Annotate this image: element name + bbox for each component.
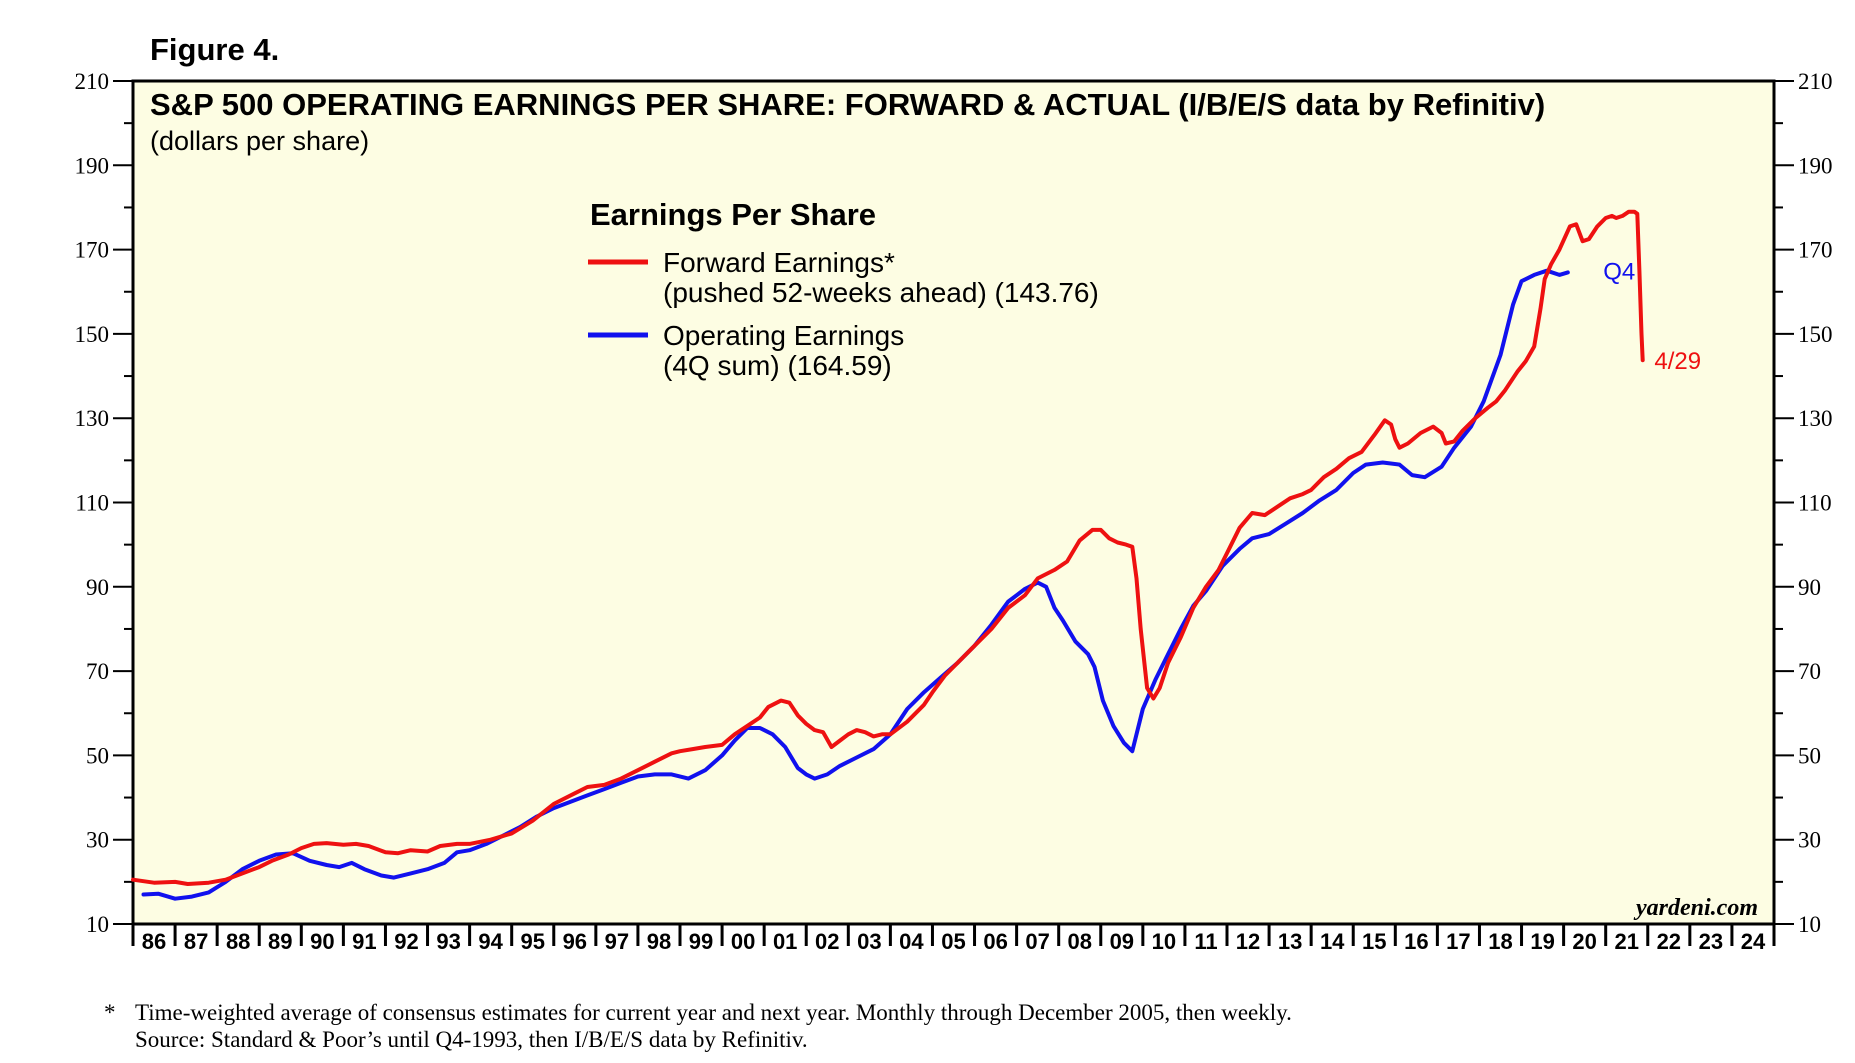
x-tick-label-12: 12 xyxy=(1236,929,1260,954)
footnote-line-1: Time-weighted average of consensus estim… xyxy=(135,1000,1292,1025)
y-tick-label-right-210: 210 xyxy=(1798,69,1833,94)
x-tick-label-02: 02 xyxy=(815,929,839,954)
legend-title: Earnings Per Share xyxy=(590,197,876,232)
x-tick-label-95: 95 xyxy=(520,929,544,954)
x-tick-label-13: 13 xyxy=(1278,929,1302,954)
brand-watermark: yardeni.com xyxy=(1633,895,1758,921)
x-tick-label-92: 92 xyxy=(394,929,418,954)
y-tick-label-right-190: 190 xyxy=(1798,153,1833,178)
y-tick-label-left-210: 210 xyxy=(75,69,110,94)
x-tick-label-08: 08 xyxy=(1067,929,1091,954)
x-tick-label-05: 05 xyxy=(941,929,965,954)
x-tick-label-15: 15 xyxy=(1362,929,1386,954)
x-tick-label-87: 87 xyxy=(184,929,208,954)
x-tick-label-14: 14 xyxy=(1320,929,1345,954)
legend: Earnings Per Share Forward Earnings* (pu… xyxy=(588,197,1099,381)
annotation-4-29: 4/29 xyxy=(1654,348,1701,375)
x-tick-label-18: 18 xyxy=(1488,929,1512,954)
chart-subtitle: (dollars per share) xyxy=(150,126,369,156)
y-tick-label-left-50: 50 xyxy=(86,743,109,768)
y-tick-label-right-70: 70 xyxy=(1798,659,1821,684)
y-tick-label-right-30: 30 xyxy=(1798,828,1821,853)
x-tick-label-03: 03 xyxy=(857,929,881,954)
y-tick-label-right-10: 10 xyxy=(1798,912,1821,937)
x-tick-label-22: 22 xyxy=(1657,929,1681,954)
y-tick-label-left-70: 70 xyxy=(86,659,109,684)
x-tick-label-17: 17 xyxy=(1446,929,1470,954)
x-tick-label-09: 09 xyxy=(1110,929,1134,954)
x-tick-label-00: 00 xyxy=(731,929,755,954)
y-tick-label-left-90: 90 xyxy=(86,575,109,600)
y-tick-label-right-90: 90 xyxy=(1798,575,1821,600)
x-tick-label-99: 99 xyxy=(689,929,713,954)
x-tick-label-94: 94 xyxy=(478,929,503,954)
x-tick-label-04: 04 xyxy=(899,929,924,954)
y-tick-label-right-50: 50 xyxy=(1798,743,1821,768)
x-tick-label-01: 01 xyxy=(773,929,797,954)
y-tick-label-left-190: 190 xyxy=(75,153,110,178)
plot-area xyxy=(131,79,1776,926)
y-tick-label-right-110: 110 xyxy=(1798,491,1832,516)
footnote-marker: * xyxy=(104,1000,116,1025)
x-tick-label-93: 93 xyxy=(436,929,460,954)
x-tick-label-07: 07 xyxy=(1025,929,1049,954)
legend-label-forward: Forward Earnings* xyxy=(663,247,895,278)
x-tick-label-16: 16 xyxy=(1404,929,1428,954)
x-tick-label-11: 11 xyxy=(1194,929,1217,954)
legend-label-operating: Operating Earnings xyxy=(663,320,904,351)
x-tick-label-24: 24 xyxy=(1741,929,1766,954)
y-tick-label-left-130: 130 xyxy=(75,406,110,431)
x-tick-label-91: 91 xyxy=(352,929,376,954)
footnote-line-2: Source: Standard & Poor’s until Q4-1993,… xyxy=(135,1027,808,1052)
x-tick-label-97: 97 xyxy=(605,929,629,954)
y-tick-label-left-10: 10 xyxy=(86,912,109,937)
x-axis: 86 87 88 89 90 91 92 93 94 95 96 97 98 99 00 01 02 03 04 05… xyxy=(131,924,1776,954)
x-tick-label-98: 98 xyxy=(647,929,671,954)
series-line-operating-earnings xyxy=(141,268,1570,901)
x-tick-label-88: 88 xyxy=(226,929,250,954)
legend-sublabel-forward: (pushed 52-weeks ahead) (143.76) xyxy=(663,277,1099,308)
x-tick-label-90: 90 xyxy=(310,929,334,954)
x-tick-label-21: 21 xyxy=(1614,929,1638,954)
y-tick-label-left-170: 170 xyxy=(75,238,110,263)
figure-label: Figure 4. xyxy=(150,32,279,67)
y-tick-label-left-110: 110 xyxy=(75,491,109,516)
y-axis-left: 10 30 50 70 90 110 130 150 170 190 210 xyxy=(75,69,133,937)
y-tick-label-right-150: 150 xyxy=(1798,322,1833,347)
legend-sublabel-operating: (4Q sum) (164.59) xyxy=(663,350,892,381)
y-axis-right: 10 30 50 70 90 110 130 150 170 190 210 xyxy=(1774,69,1833,937)
annotation-q4: Q4 xyxy=(1603,259,1635,286)
y-tick-label-left-30: 30 xyxy=(86,828,109,853)
x-tick-label-20: 20 xyxy=(1572,929,1596,954)
x-tick-label-06: 06 xyxy=(983,929,1007,954)
x-tick-label-10: 10 xyxy=(1152,929,1176,954)
series-line-forward-earnings xyxy=(131,209,1645,886)
y-tick-label-right-170: 170 xyxy=(1798,238,1833,263)
y-tick-label-right-130: 130 xyxy=(1798,406,1833,431)
x-tick-label-89: 89 xyxy=(268,929,292,954)
x-tick-label-86: 86 xyxy=(142,929,166,954)
x-tick-label-96: 96 xyxy=(563,929,587,954)
x-tick-label-19: 19 xyxy=(1530,929,1554,954)
chart-title: S&P 500 OPERATING EARNINGS PER SHARE: FO… xyxy=(150,87,1545,122)
y-tick-label-left-150: 150 xyxy=(75,322,110,347)
x-tick-label-23: 23 xyxy=(1699,929,1723,954)
